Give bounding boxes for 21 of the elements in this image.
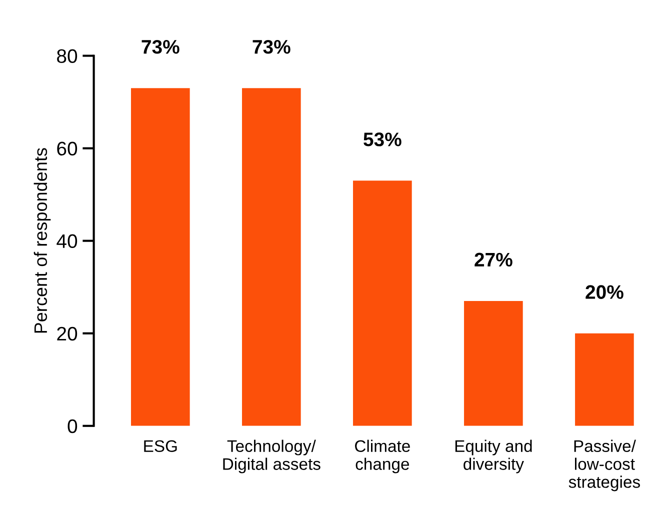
y-tick-label: 40 — [56, 234, 78, 248]
data-label: 73% — [142, 40, 180, 54]
data-label: 27% — [474, 252, 512, 267]
y-axis-title: Percent of respondents — [34, 148, 51, 333]
data-label: 53% — [364, 132, 402, 146]
y-tick-label: 0 — [68, 419, 78, 434]
bar — [130, 88, 190, 426]
x-tick-label: ESG — [144, 440, 177, 452]
bar — [575, 333, 634, 426]
y-tick-label: 60 — [57, 142, 78, 156]
y-tick-label: 20 — [57, 326, 78, 341]
bar — [464, 300, 523, 426]
data-label: 73% — [252, 40, 290, 54]
x-tick-label: Equity and diversity — [455, 440, 532, 474]
x-tick-label: Climate change — [355, 440, 410, 474]
x-tick-label: Technology/ Digital assets — [223, 440, 320, 474]
bar — [242, 88, 301, 426]
y-tick-label: 80 — [57, 49, 78, 64]
bar — [353, 180, 412, 426]
data-label: 20% — [586, 285, 624, 299]
x-tick-label: Passive/ low-cost strategies — [568, 440, 640, 492]
